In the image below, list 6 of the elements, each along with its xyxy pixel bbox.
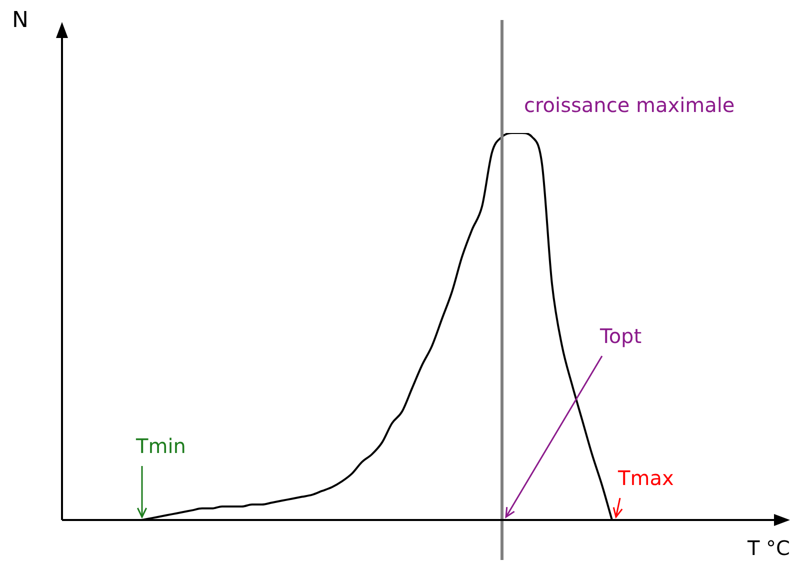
text: croissance maximale — [524, 93, 735, 117]
y-axis-title: N — [12, 8, 28, 33]
annotation: Topt — [600, 324, 642, 348]
annotation: Tmin — [136, 434, 186, 458]
annotation: Tmax — [618, 466, 674, 490]
x-axis-title: T °C — [747, 536, 790, 560]
